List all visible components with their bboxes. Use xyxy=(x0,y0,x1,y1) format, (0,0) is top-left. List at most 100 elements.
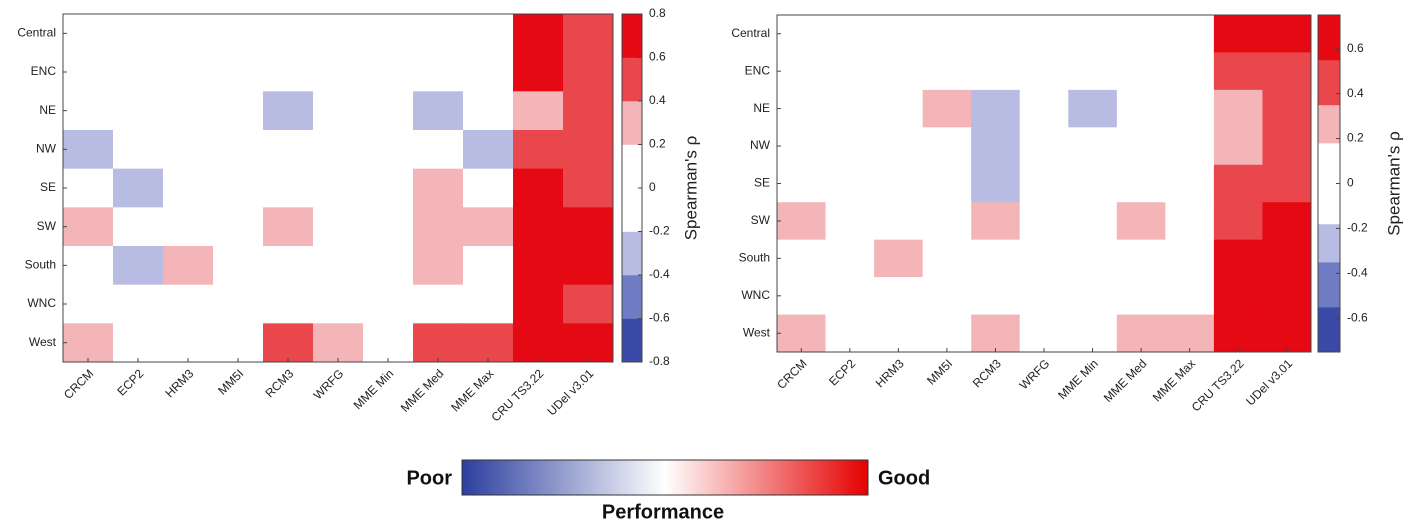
cell xyxy=(777,127,827,166)
cell xyxy=(213,246,264,286)
cell xyxy=(1262,314,1312,353)
cell xyxy=(874,277,924,316)
colorbar-bin xyxy=(1318,143,1340,225)
cell xyxy=(1262,202,1312,241)
cell xyxy=(463,168,514,208)
y-tick-label: SW xyxy=(751,213,771,227)
cell xyxy=(213,284,264,324)
cell xyxy=(777,314,827,353)
colorbar-tick-label: 0.8 xyxy=(649,6,666,20)
cell xyxy=(463,14,514,54)
x-tick-label: ECP2 xyxy=(114,366,146,398)
cell xyxy=(1019,164,1069,203)
x-tick-label: WRFG xyxy=(311,366,347,402)
cell xyxy=(163,168,214,208)
y-tick-label: SE xyxy=(754,176,770,190)
cell xyxy=(1213,239,1263,278)
x-tick-label: CRCM xyxy=(774,356,809,391)
y-tick-label: ENC xyxy=(745,63,771,77)
cell xyxy=(1019,277,1069,316)
cell xyxy=(874,239,924,278)
cell xyxy=(825,15,875,53)
cell xyxy=(1213,314,1263,353)
cell xyxy=(463,130,514,170)
cell xyxy=(463,207,514,247)
cell xyxy=(413,130,464,170)
y-tick-label: South xyxy=(25,258,56,272)
cell xyxy=(874,15,924,53)
cell xyxy=(874,164,924,203)
cell xyxy=(1165,277,1215,316)
cell xyxy=(363,14,414,54)
cell xyxy=(563,168,614,208)
cell xyxy=(263,52,314,92)
cell xyxy=(363,91,414,131)
y-tick-label: Central xyxy=(731,26,770,40)
cell xyxy=(63,52,114,92)
cell xyxy=(1213,164,1263,203)
colorbar-bin xyxy=(1318,15,1340,61)
cell xyxy=(513,246,564,286)
legend-high: Good xyxy=(878,467,930,489)
cell xyxy=(113,130,164,170)
cell xyxy=(922,52,972,91)
cell xyxy=(1068,202,1118,241)
y-tick-label: ENC xyxy=(31,64,57,78)
cell xyxy=(1116,202,1166,241)
colorbar-tick-label: -0.2 xyxy=(649,224,670,238)
cell xyxy=(1116,314,1166,353)
cell xyxy=(363,323,414,363)
cell xyxy=(513,207,564,247)
cell xyxy=(563,246,614,286)
cell xyxy=(922,15,972,53)
legend-title: Performance xyxy=(602,501,724,523)
cell xyxy=(263,207,314,247)
colorbar-tick-label: 0.4 xyxy=(1347,86,1364,100)
cell xyxy=(313,130,364,170)
cell xyxy=(363,284,414,324)
cell xyxy=(163,52,214,92)
cell xyxy=(1165,314,1215,353)
cell xyxy=(63,207,114,247)
cell xyxy=(563,91,614,131)
cell xyxy=(313,52,364,92)
y-tick-label: West xyxy=(743,325,771,339)
cell xyxy=(1262,239,1312,278)
colorbar-tick-label: 0 xyxy=(1347,176,1354,190)
cell xyxy=(1213,202,1263,241)
cell xyxy=(1019,314,1069,353)
colorbar-bin xyxy=(622,144,642,232)
colorbar-label: Spearman's ρ xyxy=(1384,131,1403,236)
colorbar-tick-label: 0 xyxy=(649,180,656,194)
cell xyxy=(63,168,114,208)
cell xyxy=(1213,127,1263,166)
x-tick-label: CRU TS3.22 xyxy=(489,366,547,424)
cell xyxy=(1262,52,1312,91)
y-tick-label: WNC xyxy=(27,296,56,310)
cell xyxy=(213,130,264,170)
cell xyxy=(825,314,875,353)
cell xyxy=(363,130,414,170)
cell xyxy=(413,168,464,208)
cell xyxy=(113,168,164,208)
cell xyxy=(1213,52,1263,91)
cell xyxy=(313,14,364,54)
cell xyxy=(1068,239,1118,278)
cell xyxy=(463,284,514,324)
cell xyxy=(363,246,414,286)
cell xyxy=(1068,127,1118,166)
cell xyxy=(213,168,264,208)
y-tick-label: SE xyxy=(40,180,56,194)
cell xyxy=(263,284,314,324)
cell xyxy=(1019,202,1069,241)
x-tick-label: UDel v3.01 xyxy=(544,366,596,418)
cell xyxy=(874,202,924,241)
cell xyxy=(463,323,514,363)
cell xyxy=(1116,164,1166,203)
cell xyxy=(513,52,564,92)
cell xyxy=(1019,15,1069,53)
cell xyxy=(777,277,827,316)
cell xyxy=(163,91,214,131)
cell xyxy=(825,52,875,91)
colorbar-tick-label: 0.2 xyxy=(649,137,666,151)
